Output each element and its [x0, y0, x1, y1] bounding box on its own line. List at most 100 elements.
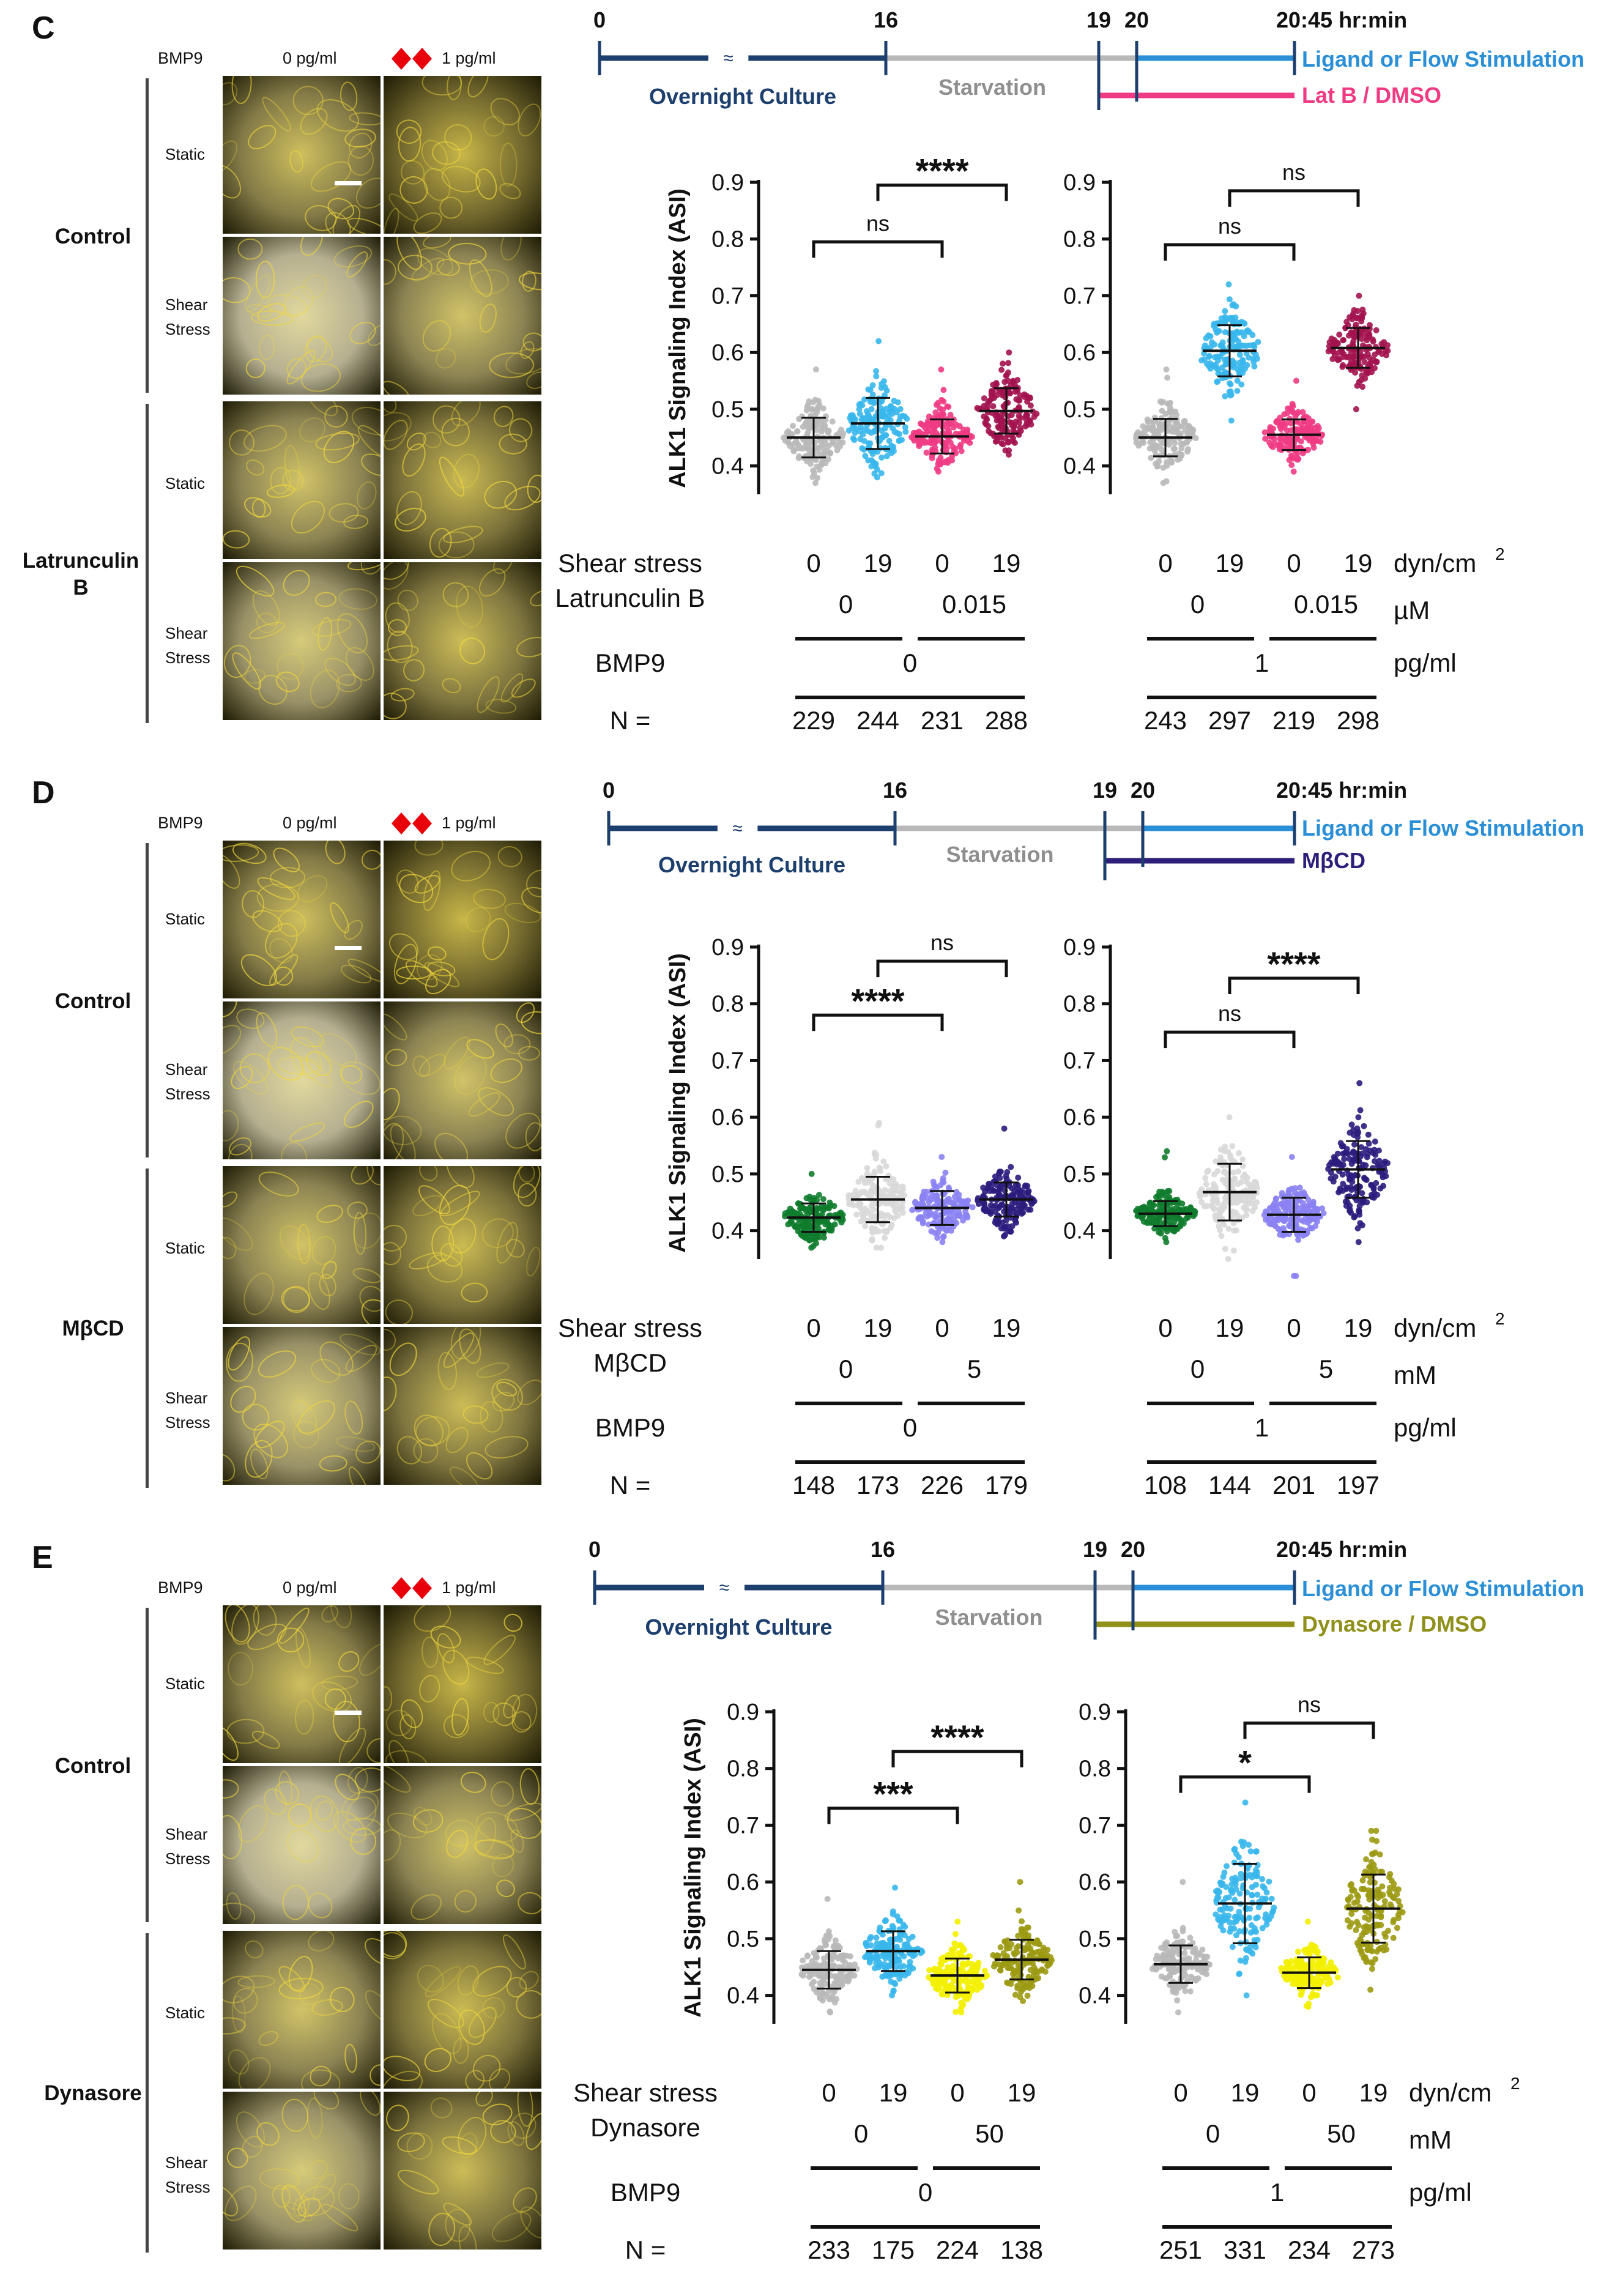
data-point — [1163, 478, 1170, 485]
cell-outline — [292, 1400, 318, 1436]
data-point — [1328, 1959, 1334, 1966]
y-tick-label: 0.7 — [1063, 1048, 1096, 1074]
timeline-phase-label: Starvation — [946, 842, 1053, 867]
microscopy-tile — [384, 2092, 541, 2250]
data-point — [1017, 425, 1023, 431]
cell-outline — [251, 1731, 280, 1749]
cell-outline — [384, 1115, 422, 1145]
data-point — [981, 1206, 987, 1213]
cell-outline — [254, 1421, 285, 1449]
shear-value: 19 — [1344, 549, 1373, 578]
data-point — [1184, 448, 1190, 455]
data-point — [1241, 333, 1247, 340]
data-point — [838, 1977, 844, 1984]
cell-outline — [295, 1627, 311, 1668]
data-point — [876, 1960, 883, 1966]
row-label-n: N = — [625, 2235, 666, 2264]
data-point — [864, 1165, 871, 1172]
data-point — [1346, 314, 1353, 321]
data-point — [1305, 415, 1312, 422]
data-point — [1357, 1947, 1364, 1953]
data-point — [926, 1967, 933, 1974]
data-point — [1224, 1905, 1230, 1912]
data-point — [1231, 1919, 1238, 1926]
microscopy-tile — [384, 401, 541, 559]
data-point — [1373, 327, 1380, 333]
timeline-phase-label: Starvation — [938, 75, 1046, 100]
data-point — [893, 1964, 900, 1971]
data-point — [1178, 445, 1185, 451]
cell-outline — [399, 874, 434, 904]
data-point — [1363, 1929, 1370, 1936]
cell-outline — [412, 1055, 431, 1077]
data-point — [1242, 1939, 1249, 1945]
data-point — [1230, 331, 1237, 338]
cell-outline — [496, 1879, 515, 1898]
data-point — [1227, 1919, 1233, 1926]
cell-texture — [384, 401, 541, 559]
data-point — [1223, 361, 1230, 368]
data-point — [1380, 1172, 1386, 1179]
cell-outline — [448, 242, 487, 265]
data-point — [861, 1205, 868, 1212]
cell-outline — [348, 1466, 370, 1485]
cell-outline — [265, 923, 298, 959]
cell-outline — [468, 1092, 500, 1117]
data-point — [1351, 1887, 1358, 1894]
data-point — [1023, 411, 1030, 418]
data-point — [888, 403, 894, 410]
cell-outline — [346, 251, 368, 278]
data-point — [1187, 1974, 1194, 1980]
data-point — [871, 1151, 878, 1157]
data-point — [1259, 1925, 1266, 1931]
data-point — [1172, 440, 1178, 447]
data-point — [1226, 296, 1233, 303]
cell-outline — [518, 272, 541, 291]
data-point — [906, 1963, 912, 1970]
data-point — [880, 1941, 886, 1947]
data-point — [921, 438, 928, 444]
microscopy-grid — [223, 76, 544, 726]
data-point — [1243, 1992, 1250, 1999]
data-point — [1346, 1129, 1353, 1136]
cell-outline — [460, 1771, 486, 1793]
data-point — [1242, 1871, 1249, 1878]
data-point — [819, 460, 825, 467]
data-point — [1390, 1934, 1397, 1941]
data-point — [1172, 1969, 1178, 1975]
cell-outline — [226, 1342, 253, 1382]
y-tick-label: 0.9 — [711, 935, 744, 960]
cell-outline — [344, 1101, 374, 1128]
data-point — [1172, 1988, 1178, 1994]
data-point — [921, 1189, 927, 1195]
cell-outline — [340, 1061, 381, 1095]
data-point — [1230, 301, 1237, 308]
data-point — [937, 411, 944, 418]
cell-outline — [351, 407, 381, 436]
n-value: 197 — [1337, 1471, 1380, 1499]
cell-outline — [237, 1805, 268, 1843]
row-label-shear: Shear stress — [558, 549, 702, 578]
data-point — [1008, 1164, 1014, 1170]
data-point — [1016, 1907, 1022, 1914]
cell-outline — [397, 589, 418, 611]
data-point — [1251, 1178, 1258, 1185]
cell-outline — [384, 1932, 407, 1960]
data-point — [1362, 1914, 1369, 1921]
row-label-n: N = — [610, 706, 651, 735]
data-point — [1254, 1892, 1261, 1898]
data-point — [890, 1925, 897, 1931]
bracket-line — [1164, 1030, 1296, 1049]
data-point — [1211, 1171, 1217, 1178]
data-point — [1016, 397, 1023, 404]
y-tick-label: 0.9 — [727, 1700, 759, 1725]
cell-outline — [230, 1386, 256, 1413]
cell-outline — [270, 867, 306, 889]
data-point — [883, 453, 890, 459]
data-point — [1179, 1200, 1186, 1207]
timeline-break-mark: ≈ — [719, 1578, 729, 1598]
data-point — [1372, 351, 1378, 358]
cell-outline — [223, 844, 259, 862]
microscopy-tile — [384, 562, 541, 720]
